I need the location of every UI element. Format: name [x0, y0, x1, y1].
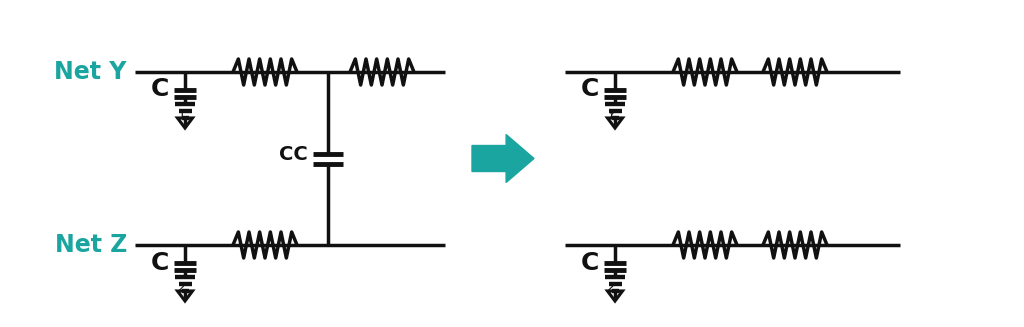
Text: Net Y: Net Y	[54, 60, 127, 84]
Text: $_1$: $_1$	[177, 104, 186, 122]
Text: $\mathbf{C}$: $\mathbf{C}$	[581, 250, 599, 274]
FancyArrow shape	[472, 134, 534, 182]
Text: $\mathbf{C}$: $\mathbf{C}$	[151, 77, 169, 101]
Text: $_2$: $_2$	[177, 277, 186, 295]
Text: $_Z$: $_Z$	[607, 277, 618, 295]
Text: $_Y$: $_Y$	[607, 104, 617, 122]
Text: Net Z: Net Z	[54, 233, 127, 257]
Text: $\mathbf{C}$: $\mathbf{C}$	[581, 77, 599, 101]
Text: CC: CC	[280, 145, 308, 164]
Text: $\mathbf{C}$: $\mathbf{C}$	[151, 250, 169, 274]
